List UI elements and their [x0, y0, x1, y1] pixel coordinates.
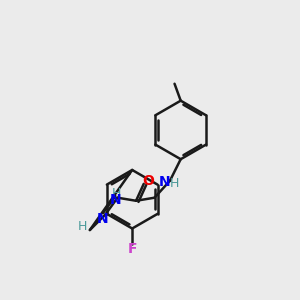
Text: H: H	[111, 187, 121, 200]
Text: N: N	[97, 212, 109, 226]
Text: O: O	[142, 174, 154, 188]
Text: H: H	[77, 220, 87, 233]
Text: N: N	[159, 175, 170, 189]
Text: N: N	[110, 193, 122, 207]
Text: H: H	[170, 177, 179, 190]
Text: F: F	[128, 242, 137, 256]
